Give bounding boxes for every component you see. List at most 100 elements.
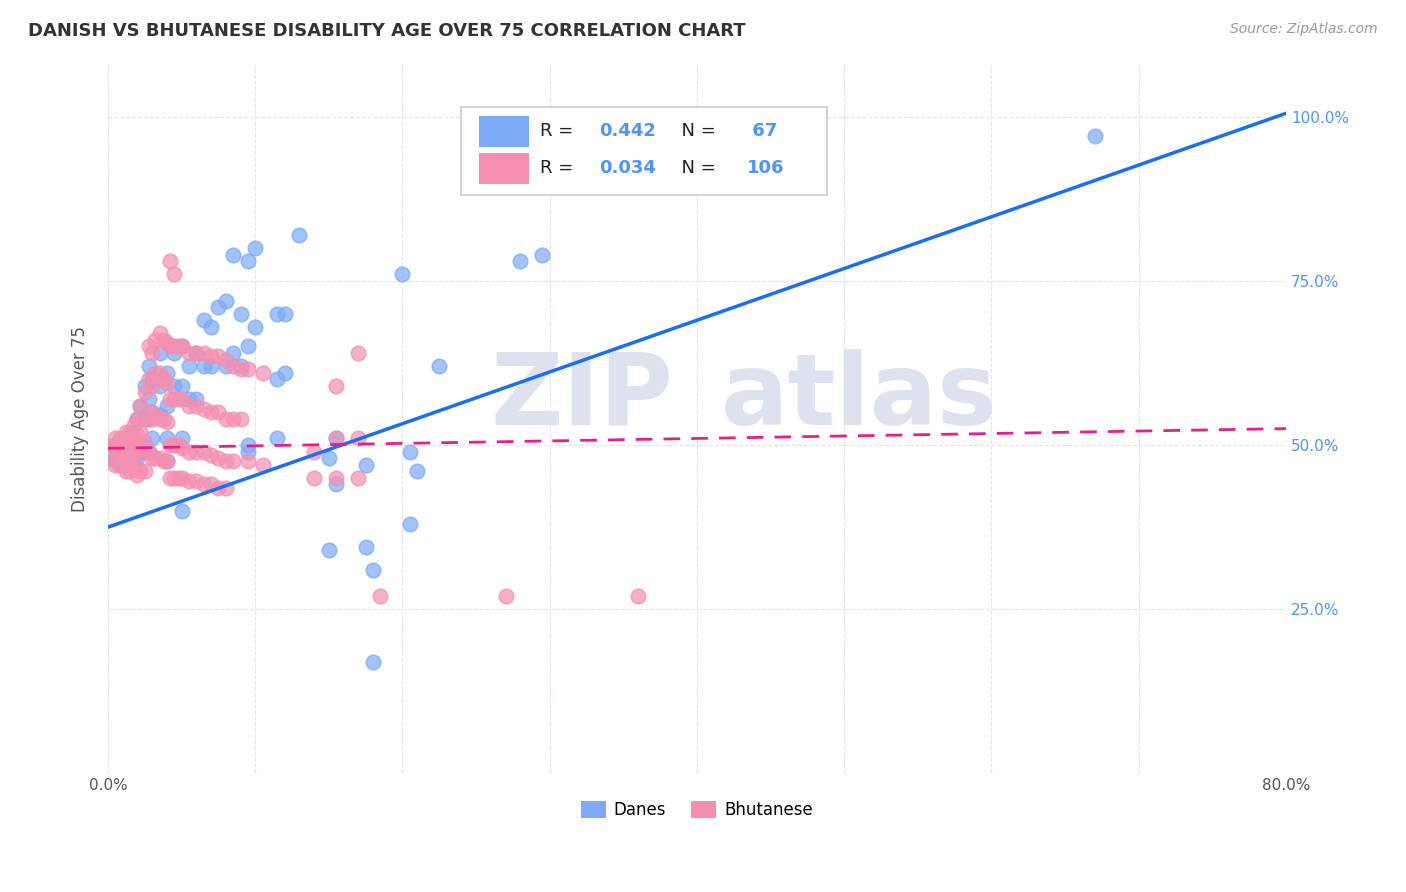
Point [222, 454, 245, 468]
Point [148, 409, 170, 423]
Point [186, 346, 208, 360]
Point [127, 411, 149, 425]
Point [236, 444, 259, 458]
Point [124, 444, 146, 458]
Point [141, 346, 163, 360]
Point [148, 366, 170, 380]
Point [222, 346, 245, 360]
Point [138, 444, 160, 458]
Point [347, 471, 370, 485]
Point [129, 464, 152, 478]
Point [138, 372, 160, 386]
Point [120, 451, 142, 466]
Point [138, 411, 160, 425]
Point [141, 432, 163, 446]
Point [134, 464, 156, 478]
Point [156, 366, 179, 380]
Point [129, 442, 152, 456]
Point [186, 474, 208, 488]
Point [177, 359, 200, 374]
Point [127, 438, 149, 452]
Point [156, 454, 179, 468]
FancyBboxPatch shape [479, 116, 529, 147]
Point [266, 307, 288, 321]
Point [156, 336, 179, 351]
Point [104, 454, 127, 468]
Point [200, 448, 222, 462]
Legend: Danes, Bhutanese: Danes, Bhutanese [574, 794, 820, 825]
Point [186, 399, 208, 413]
Point [143, 451, 166, 466]
Point [266, 432, 288, 446]
Point [104, 432, 127, 446]
Point [111, 454, 134, 468]
Point [111, 432, 134, 446]
Point [193, 313, 215, 327]
Point [129, 444, 152, 458]
Point [138, 444, 160, 458]
Point [207, 300, 229, 314]
Point [236, 438, 259, 452]
Point [200, 319, 222, 334]
Point [252, 366, 274, 380]
Point [318, 543, 340, 558]
Point [159, 471, 181, 485]
Point [124, 432, 146, 446]
Point [193, 444, 215, 458]
Text: atlas: atlas [720, 349, 997, 446]
Point [148, 379, 170, 393]
Point [391, 267, 413, 281]
Point [124, 432, 146, 446]
Point [138, 359, 160, 374]
Point [215, 411, 238, 425]
Point [124, 451, 146, 466]
Point [127, 451, 149, 466]
Point [325, 432, 347, 446]
Point [163, 267, 186, 281]
Point [111, 451, 134, 466]
Point [186, 444, 208, 458]
Point [177, 346, 200, 360]
Point [370, 589, 392, 603]
Point [153, 454, 176, 468]
Point [111, 451, 134, 466]
Point [325, 477, 347, 491]
Point [215, 454, 238, 468]
Point [114, 464, 136, 478]
Point [207, 451, 229, 466]
Point [120, 438, 142, 452]
Point [273, 366, 295, 380]
Text: N =: N = [669, 160, 721, 178]
FancyBboxPatch shape [479, 153, 529, 184]
Point [120, 444, 142, 458]
Text: DANISH VS BHUTANESE DISABILITY AGE OVER 75 CORRELATION CHART: DANISH VS BHUTANESE DISABILITY AGE OVER … [28, 22, 745, 40]
Point [134, 385, 156, 400]
Point [104, 438, 127, 452]
Point [120, 464, 142, 478]
Point [111, 432, 134, 446]
Point [186, 392, 208, 406]
Point [318, 451, 340, 466]
Point [148, 326, 170, 341]
Point [361, 655, 384, 669]
Point [129, 399, 152, 413]
Point [156, 376, 179, 390]
Point [186, 346, 208, 360]
Text: Source: ZipAtlas.com: Source: ZipAtlas.com [1230, 22, 1378, 37]
Point [167, 471, 190, 485]
Point [193, 477, 215, 491]
Point [104, 442, 127, 456]
Point [347, 432, 370, 446]
Point [141, 405, 163, 419]
Point [627, 589, 650, 603]
Point [245, 319, 267, 334]
Point [170, 392, 193, 406]
Point [215, 293, 238, 308]
Point [170, 504, 193, 518]
Point [141, 451, 163, 466]
Point [177, 444, 200, 458]
Text: 0.034: 0.034 [599, 160, 657, 178]
Point [163, 471, 186, 485]
Point [134, 438, 156, 452]
Point [156, 415, 179, 429]
